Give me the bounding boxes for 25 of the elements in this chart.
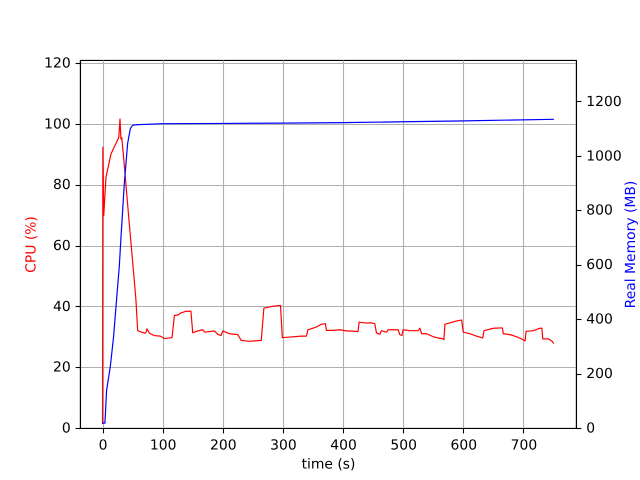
x-tick-label: 300 (270, 437, 297, 454)
y2-tick-label: 200 (586, 366, 613, 382)
x-tick-label: 700 (510, 437, 538, 454)
y-tick-label: 60 (53, 238, 71, 254)
x-tick-label: 200 (210, 437, 237, 454)
y-axis-title: CPU (%) (24, 216, 40, 273)
y-tick-label: 120 (44, 56, 71, 72)
y2-tick-label: 600 (586, 257, 613, 274)
y2-tick-label: 1200 (586, 94, 622, 110)
y-tick-label: 100 (44, 116, 71, 132)
y-tick-label: 0 (62, 420, 71, 436)
y2-tick-label: 800 (586, 202, 613, 219)
y2-tick-label: 400 (586, 312, 613, 328)
x-tick-label: 400 (330, 437, 357, 454)
y2-tick-label: 1000 (586, 148, 622, 164)
y2-axis-title: Real Memory (MB) (623, 180, 640, 308)
y-tick-label: 40 (53, 298, 71, 315)
x-tick-label: 0 (98, 437, 108, 454)
x-tick-label: 500 (390, 437, 417, 454)
y-tick-label: 20 (53, 360, 71, 376)
y-tick-label: 80 (53, 177, 71, 194)
x-axis-title: time (s) (302, 456, 356, 473)
x-tick-label: 100 (150, 437, 176, 454)
y2-tick-label: 0 (586, 420, 596, 436)
x-tick-label: 600 (450, 437, 478, 454)
